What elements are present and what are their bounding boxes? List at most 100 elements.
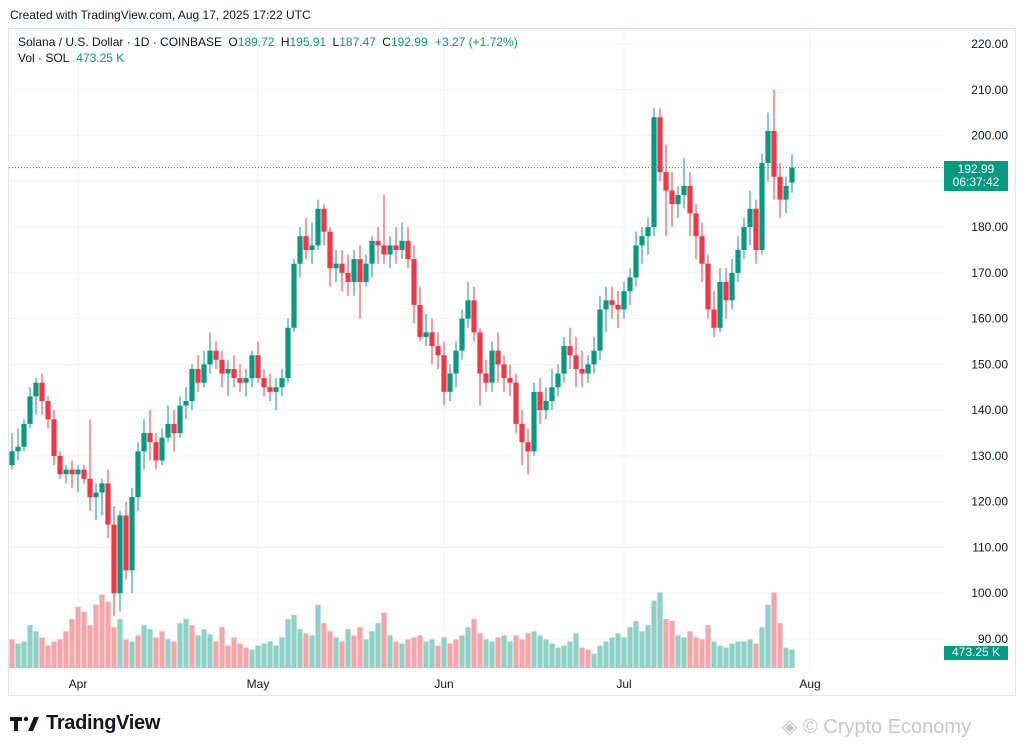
candle bbox=[687, 172, 693, 237]
candle-body bbox=[135, 451, 141, 498]
volume-bar bbox=[45, 645, 51, 668]
candle bbox=[393, 227, 399, 264]
volume-bar bbox=[501, 635, 507, 668]
candle bbox=[489, 341, 495, 392]
volume-bar bbox=[129, 641, 135, 668]
volume-bar bbox=[87, 625, 93, 668]
volume-bar bbox=[15, 643, 21, 668]
candle bbox=[243, 368, 249, 397]
candle-body bbox=[339, 263, 345, 273]
volume-bar bbox=[759, 627, 765, 668]
candle-body bbox=[45, 401, 51, 420]
candle-body bbox=[681, 185, 687, 196]
candle bbox=[207, 332, 213, 374]
volume-bar bbox=[195, 635, 201, 668]
candle-body bbox=[333, 263, 339, 269]
volume-bar bbox=[639, 631, 645, 668]
volume-bar bbox=[609, 637, 615, 668]
candle bbox=[573, 336, 579, 388]
candle bbox=[201, 350, 207, 388]
candle bbox=[285, 318, 291, 383]
candle bbox=[423, 314, 429, 347]
volume-bar bbox=[21, 641, 27, 668]
volume-bar bbox=[675, 635, 681, 668]
volume-badge-value: 473.25 K bbox=[951, 645, 1001, 659]
volume-bar bbox=[105, 601, 111, 668]
candle bbox=[543, 387, 549, 420]
candle bbox=[495, 332, 501, 383]
candle-body bbox=[63, 469, 69, 475]
candle-body bbox=[663, 172, 669, 191]
candle-body bbox=[195, 368, 201, 383]
candle-body bbox=[27, 396, 33, 424]
price-tick-label: 140.00 bbox=[971, 403, 1008, 417]
candle-body bbox=[39, 382, 45, 401]
volume-bar bbox=[525, 633, 531, 668]
volume-bar bbox=[633, 621, 639, 668]
candle bbox=[627, 268, 633, 305]
candle-body bbox=[243, 378, 249, 383]
price-tick-label: 100.00 bbox=[971, 586, 1008, 600]
candle bbox=[63, 465, 69, 484]
candle bbox=[147, 410, 153, 461]
volume-bar bbox=[735, 641, 741, 668]
candle bbox=[729, 259, 735, 310]
volume-bar bbox=[177, 623, 183, 668]
volume-bar bbox=[657, 592, 663, 668]
candle-body bbox=[615, 304, 621, 310]
candle bbox=[723, 268, 729, 319]
candle-body bbox=[201, 364, 207, 383]
volume-bar bbox=[711, 641, 717, 668]
candle bbox=[69, 460, 75, 488]
candle-body bbox=[693, 213, 699, 237]
candle-body bbox=[171, 423, 177, 434]
volume-bar bbox=[771, 592, 777, 668]
candle bbox=[429, 318, 435, 365]
candle bbox=[609, 286, 615, 319]
candle bbox=[507, 364, 513, 397]
time-tick-label: Jun bbox=[434, 677, 453, 691]
candle-body bbox=[147, 433, 153, 443]
volume-bar bbox=[387, 635, 393, 668]
candle-body bbox=[537, 391, 543, 411]
candle bbox=[399, 222, 405, 260]
volume-bar bbox=[39, 637, 45, 668]
tradingview-brand[interactable]: TradingView bbox=[10, 712, 160, 735]
candle bbox=[567, 327, 573, 369]
volume-bar bbox=[27, 625, 33, 668]
candle bbox=[165, 405, 171, 443]
candle-body bbox=[303, 236, 309, 250]
volume-bar bbox=[399, 643, 405, 668]
candle-body bbox=[759, 163, 765, 250]
candle-body bbox=[237, 378, 243, 383]
candle-body bbox=[81, 469, 87, 479]
volume-bar bbox=[315, 604, 321, 668]
candle-body bbox=[393, 245, 399, 250]
candle bbox=[57, 451, 63, 479]
candle-body bbox=[597, 309, 603, 351]
candle bbox=[597, 295, 603, 360]
candle-body bbox=[669, 190, 675, 205]
candle bbox=[309, 222, 315, 264]
volume-bar bbox=[51, 641, 57, 668]
watermark-text: Crypto Economy bbox=[823, 716, 972, 738]
volume-bar bbox=[81, 611, 87, 668]
candle-body bbox=[567, 346, 573, 356]
candle bbox=[753, 199, 759, 264]
last-price-value: 192.99 bbox=[957, 162, 995, 176]
candle-body bbox=[357, 259, 363, 282]
candle-body bbox=[543, 401, 549, 411]
candle-body bbox=[495, 350, 501, 365]
candle bbox=[459, 309, 465, 360]
close-value: 192.99 bbox=[390, 35, 428, 49]
candle-body bbox=[729, 272, 735, 301]
candle bbox=[699, 222, 705, 282]
candle-body bbox=[735, 249, 741, 273]
candle-body bbox=[75, 469, 81, 475]
candle bbox=[231, 355, 237, 388]
candle-body bbox=[465, 300, 471, 319]
candle-body bbox=[789, 167, 795, 183]
candle bbox=[549, 368, 555, 411]
volume-bar bbox=[117, 619, 123, 668]
